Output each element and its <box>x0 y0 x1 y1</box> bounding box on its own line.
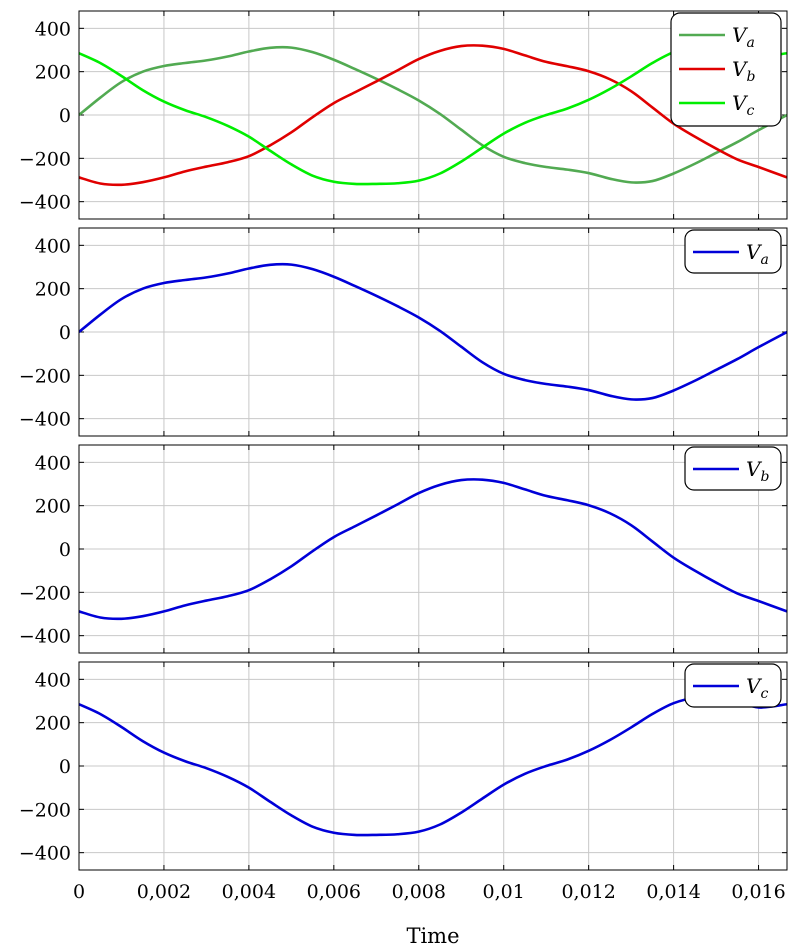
x-tick-label: 0,014 <box>646 881 700 903</box>
y-tick-label: 400 <box>35 669 71 691</box>
series-line-va <box>79 262 787 401</box>
y-tick-label: −200 <box>19 148 71 170</box>
legend-box <box>670 12 782 127</box>
x-tick-label: 0,01 <box>483 881 525 903</box>
y-tick-label: −400 <box>19 626 71 648</box>
y-tick-label: −400 <box>19 843 71 865</box>
series-line-vb <box>79 478 787 621</box>
x-tick-label: 0,006 <box>307 881 361 903</box>
x-tick-label: 0,002 <box>137 881 191 903</box>
grid-lines <box>79 662 787 870</box>
y-tick-label: −400 <box>19 192 71 214</box>
grid-lines <box>79 445 787 653</box>
axes-frame <box>78 227 788 437</box>
legend: Va <box>684 229 782 274</box>
chart-panel-4: 400 200 0 −200 −400 Vc <box>19 661 788 871</box>
x-axis-label: Time <box>406 924 459 946</box>
x-tick-label: 0,008 <box>392 881 446 903</box>
y-tick-label: 200 <box>35 713 71 735</box>
y-tick-label: 0 <box>59 322 71 344</box>
series-line-vc <box>79 44 787 186</box>
series-line-va <box>79 45 787 184</box>
y-tick-label: 0 <box>59 105 71 127</box>
y-tick-label: 400 <box>35 452 71 474</box>
x-tick-label: 0,012 <box>561 881 615 903</box>
chart-panel-2: 400 200 0 −200 −400 Va <box>19 227 788 437</box>
axes-frame <box>78 444 788 654</box>
legend: Vb <box>684 446 782 491</box>
y-tick-label: 200 <box>35 62 71 84</box>
x-tick-labels: 0 0,002 0,004 0,006 0,008 0,01 0,012 0,014 0,016 <box>73 881 786 903</box>
y-tick-label: −200 <box>19 582 71 604</box>
y-tick-label: 200 <box>35 279 71 301</box>
y-tick-label: 0 <box>59 539 71 561</box>
x-tick-label: 0,004 <box>222 881 276 903</box>
chart-panel-3: 400 200 0 −200 −400 Vb <box>19 444 788 654</box>
y-tick-label: −200 <box>19 365 71 387</box>
y-tick-label: −400 <box>19 409 71 431</box>
axes-frame <box>78 661 788 871</box>
series-line-vb <box>79 44 787 187</box>
y-tick-label: 0 <box>59 756 71 778</box>
y-tick-label: 400 <box>35 235 71 257</box>
y-tick-label: −200 <box>19 799 71 821</box>
axes-frame <box>78 10 788 220</box>
grid-lines <box>79 228 787 436</box>
series-line-vc <box>79 695 787 837</box>
legend: Vc <box>684 663 782 708</box>
y-tick-label: 200 <box>35 496 71 518</box>
x-tick-label: 0,016 <box>731 881 785 903</box>
x-tick-label: 0 <box>73 881 85 903</box>
y-tick-label: 400 <box>35 18 71 40</box>
